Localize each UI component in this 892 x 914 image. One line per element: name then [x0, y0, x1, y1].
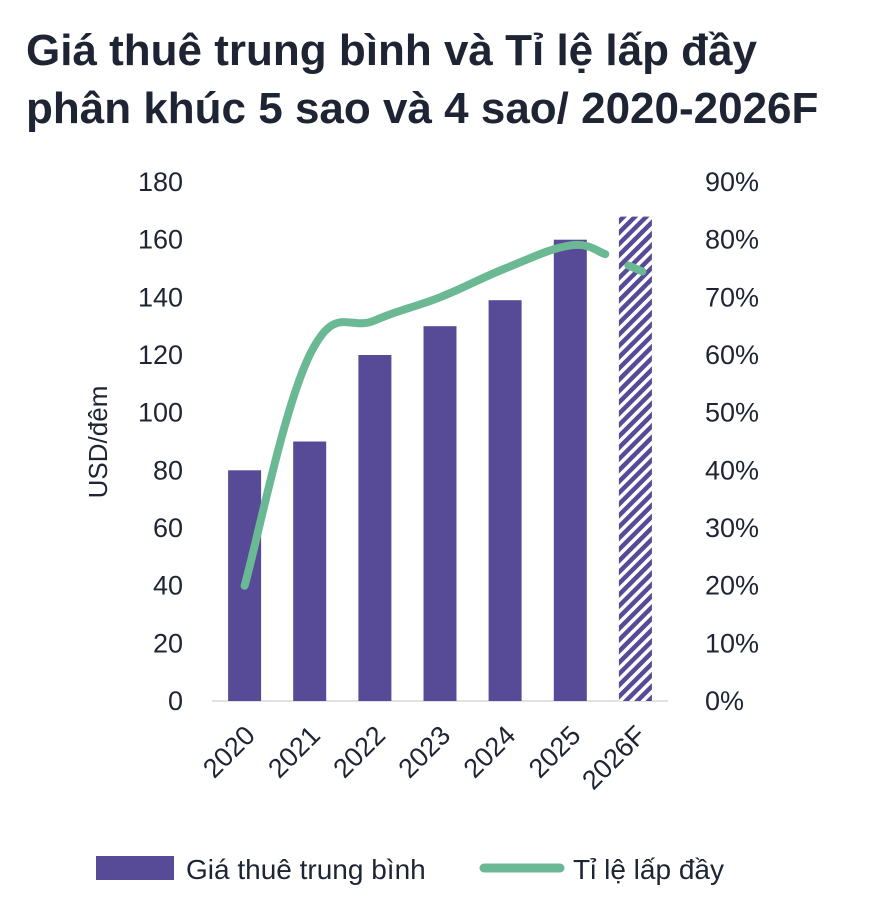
chart-title-line-1: Giá thuê trung bình và Tỉ lệ lấp đầy [26, 26, 757, 75]
y-tick-label: 100 [138, 398, 183, 428]
legend-label-bar: Giá thuê trung bình [186, 854, 426, 885]
x-tick-label: 2024 [458, 720, 522, 784]
legend-label-line: Tỉ lệ lấp đầy [573, 854, 724, 885]
y-tick-label: 140 [138, 282, 183, 312]
bar-2021 [293, 441, 327, 701]
y-tick-label: 0 [168, 686, 183, 716]
y2-tick-label: 10% [705, 628, 759, 658]
x-tick-label: 2020 [197, 720, 261, 784]
y2-tick-label: 20% [705, 571, 759, 601]
bar-2022 [358, 355, 392, 701]
y-axis-title: USD/đêm [83, 386, 113, 499]
y2-tick-label: 80% [705, 225, 759, 255]
x-tick-label: 2021 [262, 720, 326, 784]
bar-forecast-2026F [618, 216, 652, 701]
y2-tick-label: 40% [705, 455, 759, 485]
bar-2025 [553, 239, 587, 701]
y2-tick-label: 30% [705, 513, 759, 543]
y-tick-label: 60 [153, 513, 183, 543]
bar-2023 [423, 326, 457, 701]
y-tick-label: 180 [138, 167, 183, 197]
y-tick-label: 40 [153, 571, 183, 601]
x-tick-label: 2026F [576, 720, 651, 795]
occupancy-point-forecast-2026F [624, 261, 647, 276]
x-tick-label: 2022 [327, 720, 391, 784]
chart-title: Giá thuê trung bình và Tỉ lệ lấp đầy phâ… [26, 22, 876, 138]
occupancy-line [240, 240, 610, 590]
x-tick-label: 2023 [393, 720, 457, 784]
legend-swatch-bar [96, 856, 174, 880]
bar-2024 [488, 300, 522, 701]
y2-tick-label: 90% [705, 167, 759, 197]
y2-tick-label: 70% [705, 282, 759, 312]
y-tick-label: 120 [138, 340, 183, 370]
y2-tick-label: 50% [705, 398, 759, 428]
y-tick-label: 80 [153, 455, 183, 485]
y2-tick-label: 60% [705, 340, 759, 370]
y-tick-label: 20 [153, 628, 183, 658]
chart-title-line-2: phân khúc 5 sao và 4 sao/ 2020-2026F [26, 84, 819, 133]
y-tick-label: 160 [138, 225, 183, 255]
y2-tick-label: 0% [705, 686, 744, 716]
